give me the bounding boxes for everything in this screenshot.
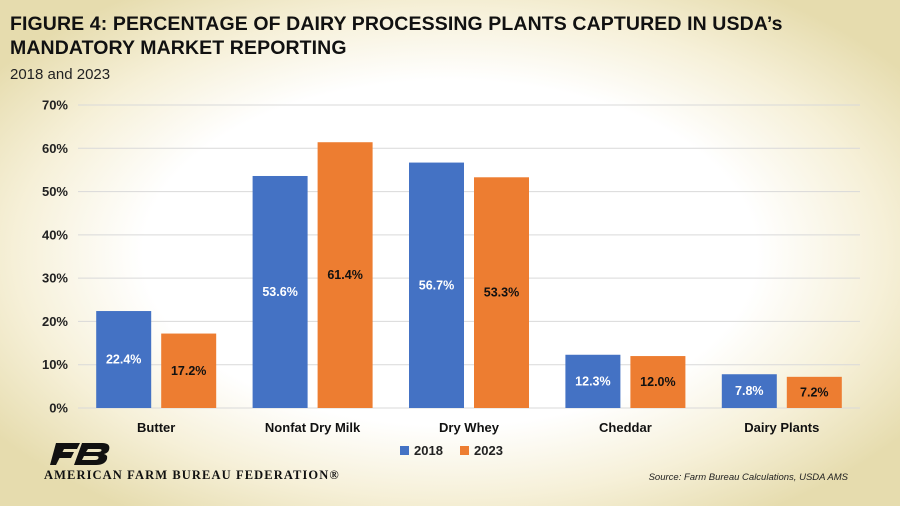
farm-bureau-logo-icon xyxy=(50,443,110,465)
bar-2018 xyxy=(409,162,464,408)
category-label: Dairy Plants xyxy=(744,420,819,435)
data-label: 12.0% xyxy=(640,375,675,389)
data-label: 61.4% xyxy=(327,268,362,282)
legend-swatch xyxy=(400,446,409,455)
y-tick-label: 60% xyxy=(42,141,68,156)
bar-2018 xyxy=(721,374,777,408)
category-label: Dry Whey xyxy=(439,420,500,435)
legend-swatch xyxy=(460,446,469,455)
y-tick-label: 20% xyxy=(42,314,68,329)
data-label: 17.2% xyxy=(171,364,206,378)
category-label: Cheddar xyxy=(599,420,652,435)
data-label: 7.8% xyxy=(735,384,764,398)
bar-2018 xyxy=(252,175,308,408)
bar-2023 xyxy=(317,142,373,408)
y-tick-label: 30% xyxy=(42,271,68,286)
farm-bureau-logo: AMERICAN FARM BUREAU FEDERATION® xyxy=(44,441,364,485)
bar-2018 xyxy=(96,311,152,408)
legend-label: 2023 xyxy=(474,443,503,458)
bar-2018 xyxy=(565,354,621,408)
chart-title: FIGURE 4: PERCENTAGE OF DAIRY PROCESSING… xyxy=(10,13,783,59)
y-tick-label: 50% xyxy=(42,184,68,199)
data-label: 22.4% xyxy=(106,353,141,367)
category-label: Butter xyxy=(137,420,175,435)
category-label: Nonfat Dry Milk xyxy=(265,420,361,435)
y-tick-label: 10% xyxy=(42,357,68,372)
data-label: 53.3% xyxy=(484,286,519,300)
bar-2023 xyxy=(630,356,686,408)
data-label: 53.6% xyxy=(262,285,297,299)
y-tick-label: 70% xyxy=(42,98,68,113)
data-label: 12.3% xyxy=(575,374,610,388)
legend-label: 2018 xyxy=(414,443,443,458)
data-label: 56.7% xyxy=(419,278,454,292)
bar-chart: 0% 10% 20% 30% 40% 50% 60% 70% 22.4% 17.2% Butter 5… xyxy=(42,98,860,458)
bar-2023 xyxy=(786,376,842,408)
bar-2023 xyxy=(161,333,217,408)
organization-name: AMERICAN FARM BUREAU FEDERATION® xyxy=(44,468,340,482)
source-note: Source: Farm Bureau Calculations, USDA A… xyxy=(648,472,848,483)
chart-subtitle: 2018 and 2023 xyxy=(10,66,111,83)
data-label: 7.2% xyxy=(800,385,829,399)
y-tick-label: 0% xyxy=(49,401,68,416)
y-tick-label: 40% xyxy=(42,227,68,242)
bar-2023 xyxy=(474,177,529,408)
